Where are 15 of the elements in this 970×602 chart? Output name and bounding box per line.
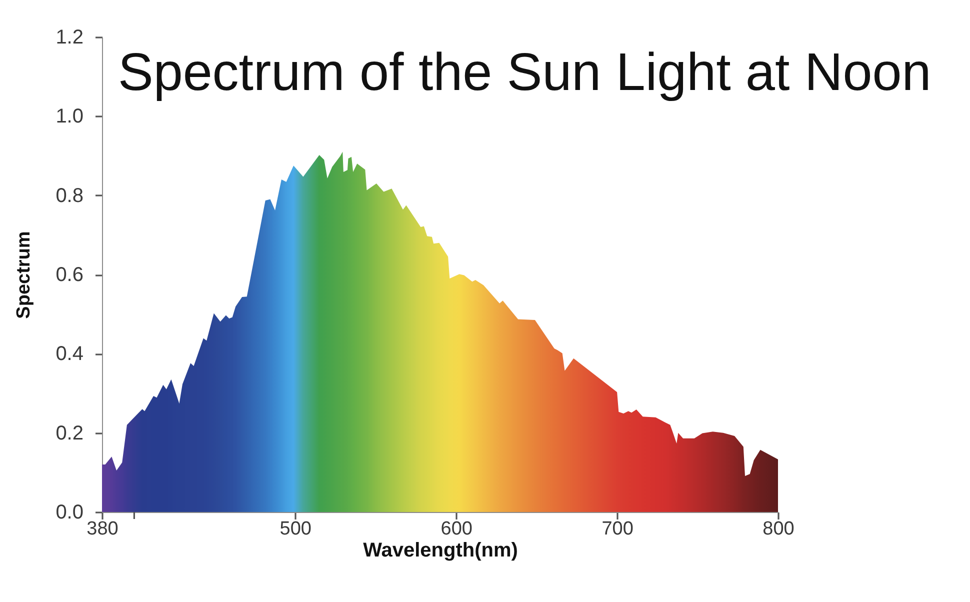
x-tick-label: 800 [762,518,794,540]
x-tick-label: 600 [440,518,472,540]
x-tick-label: 380 [86,518,118,540]
x-tick-label: 500 [280,518,312,540]
x-axis-title: Wavelength(nm) [363,540,518,562]
y-tick-label: 0.0 [56,502,84,524]
y-tick-label: 1.2 [56,26,84,48]
y-tick-label: 1.0 [56,106,84,128]
chart-title: Spectrum of the Sun Light at Noon [118,43,932,102]
y-tick-label: 0.8 [56,184,84,207]
y-axis-title: Spectrum [14,231,35,319]
y-tick-label: 0.6 [56,264,84,286]
y-tick-label: 0.2 [56,422,84,444]
y-tick-label: 0.4 [56,343,84,366]
x-tick-label: 700 [602,518,634,540]
